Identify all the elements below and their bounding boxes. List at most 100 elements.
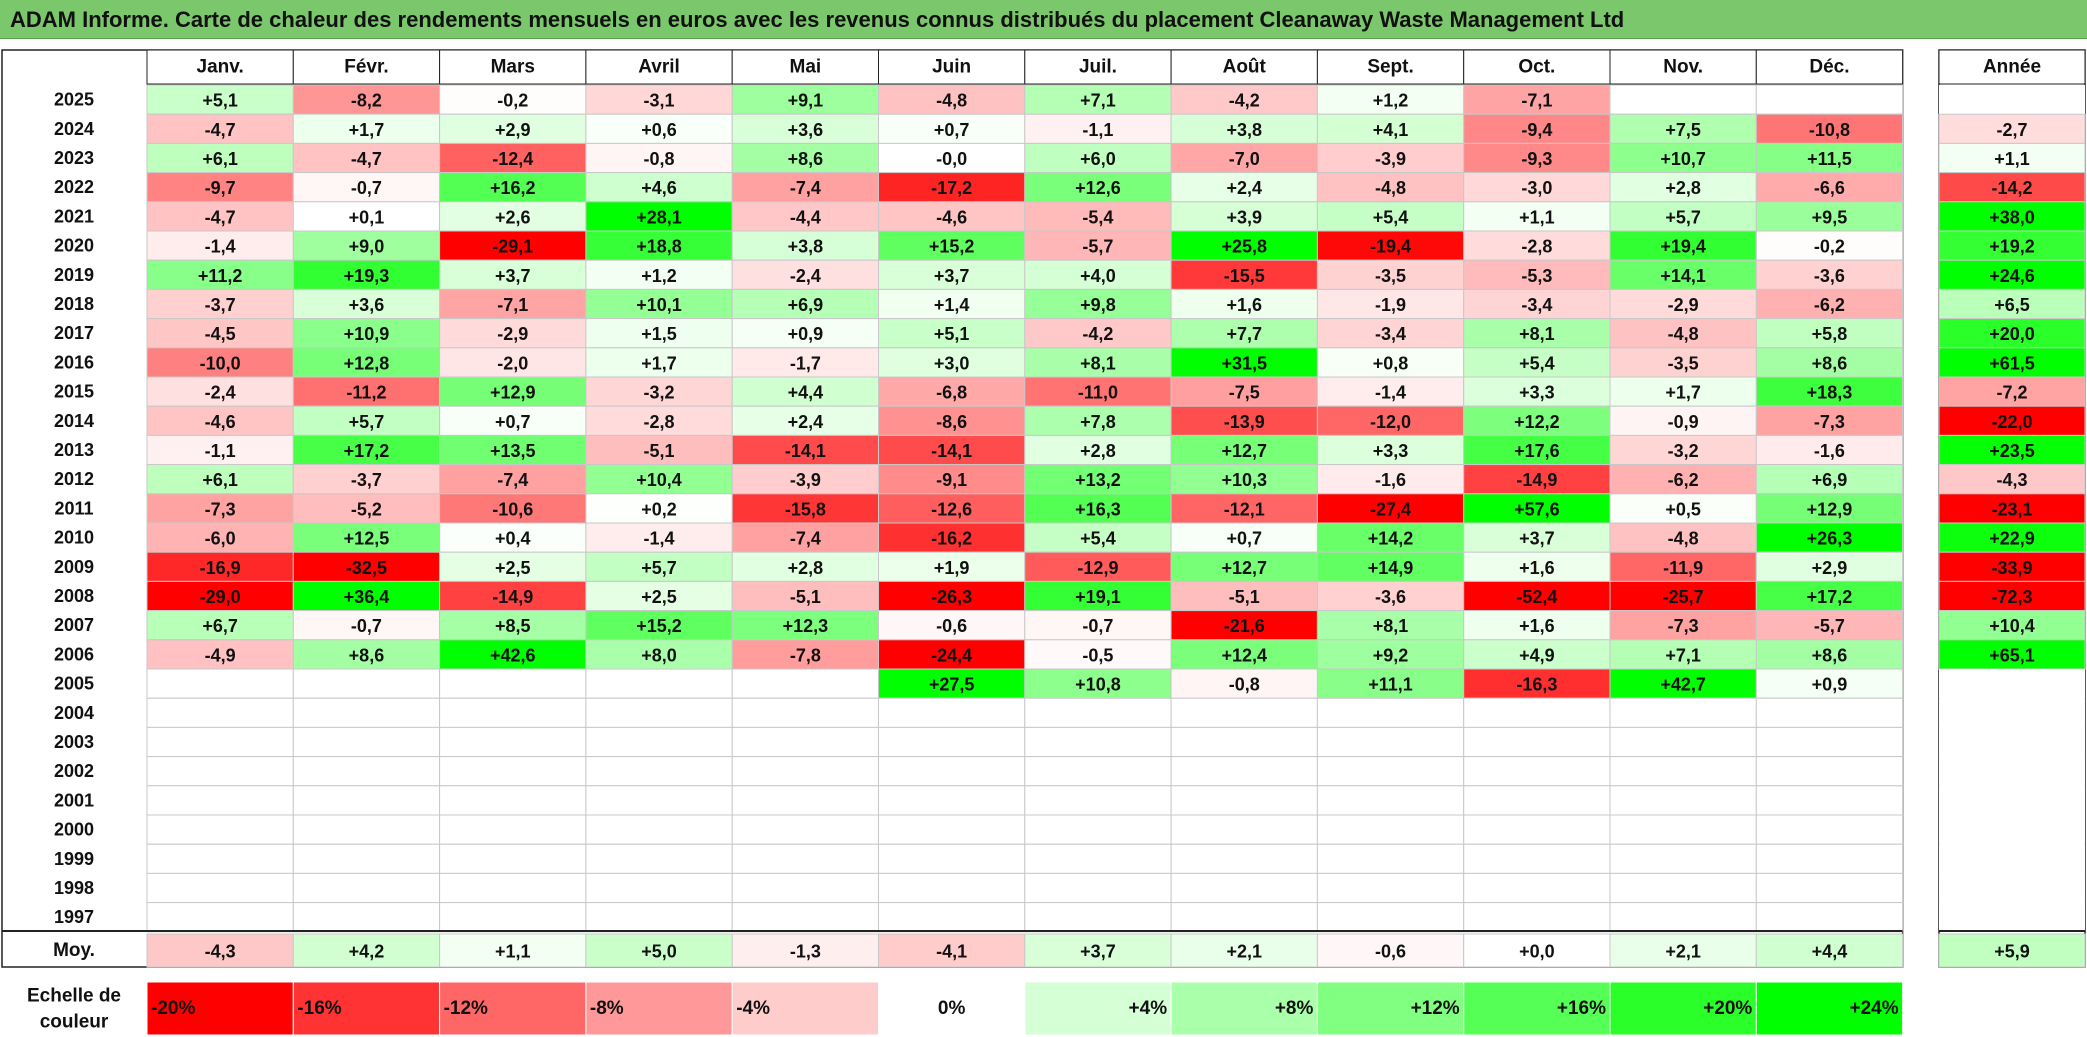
cell-value: +15,2	[636, 616, 682, 636]
average-value: -1,3	[790, 942, 821, 962]
cell-value: +2,9	[1812, 558, 1848, 578]
heatmap-cell	[1316, 201, 1465, 232]
annual-value: +38,0	[1989, 207, 2035, 227]
heatmap-cell	[1609, 288, 1757, 320]
heatmap-cell	[731, 201, 880, 232]
year-label: 1999	[54, 849, 94, 869]
cell-value: +5,4	[1519, 353, 1555, 373]
annual-value: +6,5	[1994, 295, 2030, 315]
heatmap-cell	[1463, 580, 1611, 612]
year-label: 2018	[54, 294, 94, 314]
heatmap-cell	[878, 551, 1026, 582]
heatmap-cell	[878, 697, 1026, 728]
cell-value: +1,7	[641, 353, 677, 373]
month-header: Août	[1223, 57, 1267, 78]
cell-value: -7,0	[1229, 149, 1260, 169]
cell-value: +5,1	[934, 324, 970, 344]
heatmap-cell	[1463, 259, 1611, 290]
cell-value: -0,8	[644, 149, 675, 169]
annual-value: -2,7	[1996, 120, 2027, 140]
heatmap-cell	[1316, 580, 1465, 612]
scale-value: +4%	[1129, 998, 1168, 1019]
annual-cell	[1938, 493, 2086, 524]
heatmap-cell	[439, 697, 587, 728]
heatmap-cell	[439, 318, 587, 349]
heatmap-cell	[585, 814, 733, 845]
heatmap-cell	[585, 785, 733, 816]
heatmap-cell	[292, 872, 441, 904]
scale-swatch	[1463, 981, 1611, 1036]
heatmap-cell	[146, 551, 294, 582]
cell-value: -4,2	[1229, 91, 1260, 111]
average-cell	[146, 933, 294, 968]
cell-value: +31,5	[1221, 353, 1267, 373]
cell-value: +8,6	[1812, 353, 1848, 373]
heatmap-cell	[1609, 580, 1757, 612]
heatmap-cell	[439, 902, 587, 933]
cell-value: +1,4	[934, 295, 970, 315]
cell-value: -4,2	[1082, 324, 1113, 344]
heatmap-cell	[292, 113, 441, 144]
heatmap-cell	[1024, 259, 1172, 290]
heatmap-cell	[731, 756, 880, 787]
heatmap-cell	[146, 610, 294, 641]
cell-value: -3,7	[205, 295, 236, 315]
cell-value: +6,1	[202, 470, 238, 490]
cell-value: -3,5	[1375, 266, 1406, 286]
cell-value: +19,1	[1075, 587, 1121, 607]
heatmap-cell	[731, 551, 880, 582]
cell-value: -0,2	[1814, 237, 1845, 257]
year-label: 2009	[54, 557, 94, 577]
heatmap-cell	[146, 318, 294, 349]
cell-value: +18,3	[1807, 383, 1853, 403]
cell-value: -24,4	[931, 645, 972, 665]
cell-value: +3,8	[788, 237, 824, 257]
heatmap-cell	[439, 376, 587, 407]
cell-value: +13,5	[490, 441, 536, 461]
heatmap-cell	[731, 434, 880, 466]
cell-value: -16,3	[1516, 675, 1557, 695]
heatmap-cell	[878, 201, 1026, 232]
heatmap-cell	[1755, 872, 1904, 904]
heatmap-cell	[1316, 259, 1465, 290]
annual-value: +22,9	[1989, 529, 2035, 549]
heatmap-cell	[585, 434, 733, 466]
heatmap-cell	[1463, 230, 1611, 261]
scale-swatch	[439, 981, 587, 1036]
year-label: 2008	[54, 586, 94, 606]
heatmap-cell	[1755, 434, 1904, 466]
cell-value: -6,2	[1668, 470, 1699, 490]
cell-value: -0,7	[351, 616, 382, 636]
average-cell	[585, 933, 733, 968]
cell-value: -0,0	[936, 149, 967, 169]
annual-cell	[1939, 873, 2085, 903]
annual-header: Année	[1983, 57, 2041, 78]
cell-value: -3,4	[1521, 295, 1552, 315]
heatmap-cell	[1170, 259, 1318, 290]
cell-value: +0,7	[1226, 529, 1262, 549]
year-label: 1998	[54, 878, 94, 898]
annual-cell	[1938, 639, 2086, 670]
cell-value: -11,9	[1663, 558, 1703, 578]
heatmap-cell	[1024, 580, 1172, 612]
heatmap-cell	[146, 756, 294, 787]
heatmap-cell	[878, 405, 1026, 436]
average-value: +5,0	[641, 942, 677, 962]
cell-value: -4,8	[1668, 529, 1699, 549]
cell-value: +5,7	[1665, 207, 1701, 227]
cell-value: -14,1	[785, 441, 826, 461]
heatmap-cell	[439, 551, 587, 582]
scale-value: +12%	[1411, 998, 1460, 1019]
year-label: 2010	[54, 528, 94, 548]
average-label: Moy.	[53, 940, 95, 961]
heatmap-cell	[585, 493, 733, 524]
heatmap-cell	[1316, 843, 1465, 874]
cell-value: -1,4	[644, 529, 675, 549]
cell-value: +0,9	[1812, 675, 1848, 695]
heatmap-cell	[1170, 785, 1318, 816]
heatmap-cell	[1024, 756, 1172, 787]
heatmap-cell	[1609, 726, 1757, 758]
heatmap-cell	[878, 259, 1026, 290]
heatmap-cell	[1463, 610, 1611, 641]
heatmap-cell	[1170, 84, 1318, 115]
